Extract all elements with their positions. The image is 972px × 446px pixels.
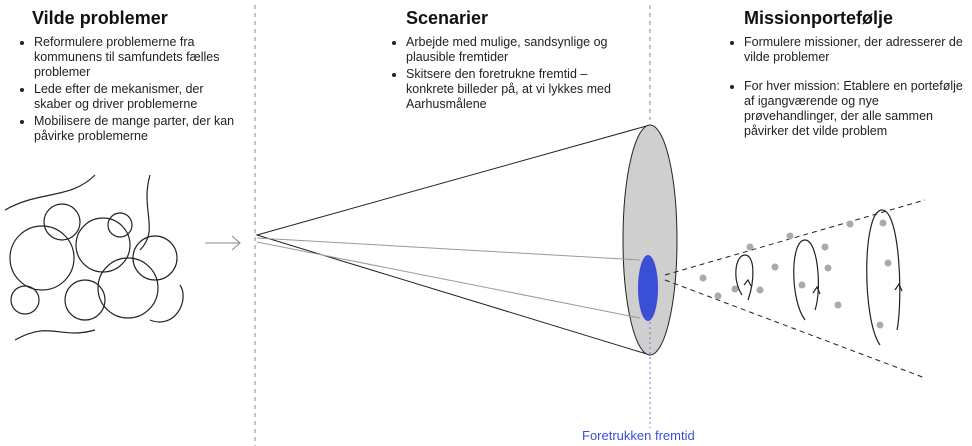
- column-title: Missionportefølje: [744, 8, 965, 29]
- column-title: Scenarier: [406, 8, 632, 29]
- tangle: [5, 175, 183, 340]
- bullet-list: Reformulere problemerne fra kommunens ti…: [20, 35, 242, 144]
- column: Missionportefølje Formulere missioner, d…: [730, 8, 965, 141]
- bullet: Lede efter de mekanismer, der skaber og …: [34, 82, 242, 112]
- bullet: Skitsere den foretrukne fremtid – konkre…: [406, 67, 632, 112]
- bullet: Mobilisere de mange parter, der kan påvi…: [34, 114, 242, 144]
- actions: [700, 220, 892, 329]
- column: Scenarier Arbejde med mulige, sandsynlig…: [392, 8, 632, 114]
- column: Vilde problemer Reformulere problemerne …: [20, 8, 242, 146]
- bullet: For hver mission: Etablere en portefølje…: [744, 79, 965, 139]
- bullet: Formulere missioner, der adresserer de v…: [744, 35, 965, 65]
- bullet: Arbejde med mulige, sandsynlige og plaus…: [406, 35, 632, 65]
- arrow: [205, 236, 240, 250]
- diagram: Vilde problemer Reformulere problemerne …: [0, 0, 972, 446]
- cone: [257, 125, 650, 355]
- preferred-future-label: Foretrukken fremtid: [582, 428, 695, 443]
- bullet-list: Arbejde med mulige, sandsynlige og plaus…: [392, 35, 632, 112]
- bullet-list: Formulere missioner, der adresserer de v…: [730, 35, 965, 139]
- bullet: Reformulere problemerne fra kommunens ti…: [34, 35, 242, 80]
- cone-end: [623, 125, 677, 355]
- preferred-future: [638, 255, 658, 321]
- column-title: Vilde problemer: [32, 8, 242, 29]
